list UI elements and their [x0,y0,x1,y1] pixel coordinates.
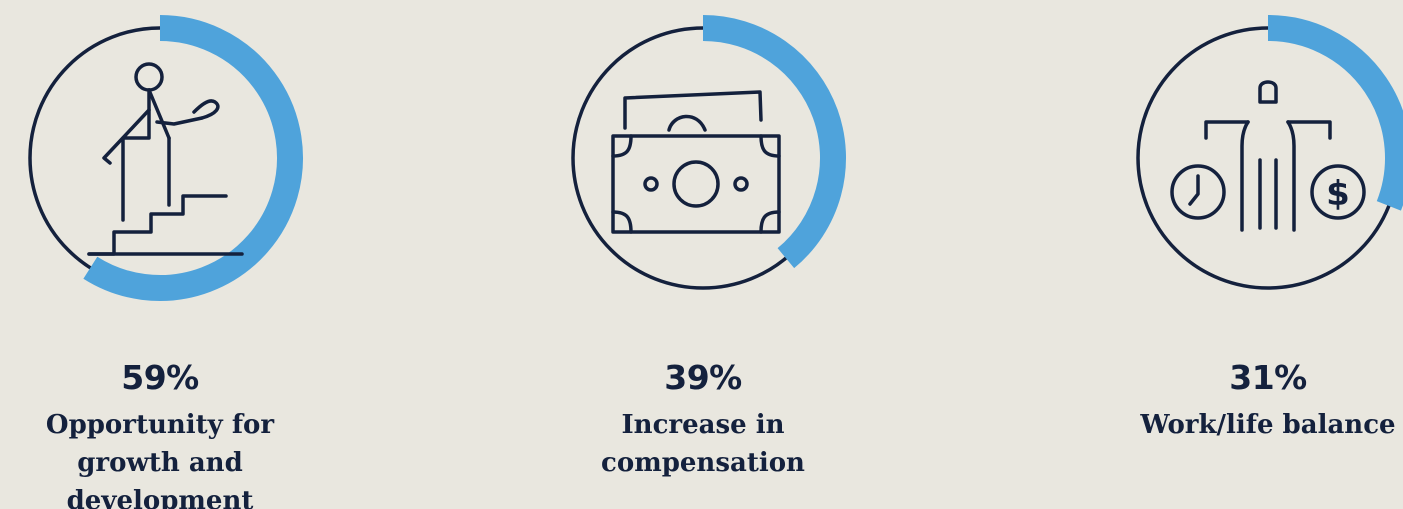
stat-value: 31% [1229,358,1307,397]
stat-work-life: $ 31% Work/life balance [1118,0,1403,509]
banknote-icon [611,90,781,234]
stat-label: Work/life balance [1140,410,1396,440]
stat-compensation: 39% Increase in compensation [553,0,853,509]
stat-label: Opportunity for growth and development [45,410,275,509]
progress-arc [83,15,303,301]
stat-ring [28,15,303,301]
balance-scale-person-icon [1170,80,1366,232]
stat-value: 39% [664,358,742,397]
stat-value: 59% [121,358,199,397]
stat-growth: 59% Opportunity for growth and developme… [10,0,310,509]
progress-arc [702,15,846,269]
stat-ring [571,15,846,290]
dollar-sign-icon: $ [1326,174,1350,214]
progress-arc [1267,15,1403,211]
person-climbing-stairs-icon [87,62,244,256]
stat-ring: $ [1136,15,1403,290]
stat-label: Increase in compensation [601,410,805,478]
